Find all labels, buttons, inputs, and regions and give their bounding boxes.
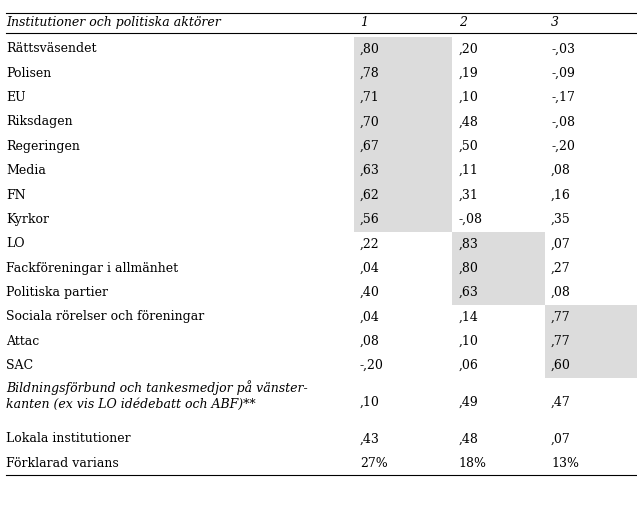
Text: ,48: ,48 (459, 432, 478, 446)
Text: ,08: ,08 (551, 164, 571, 177)
Text: Polisen: Polisen (6, 67, 52, 80)
Text: ,80: ,80 (459, 262, 478, 275)
Text: ,77: ,77 (551, 310, 571, 324)
Text: ,83: ,83 (459, 237, 478, 250)
Text: ,11: ,11 (459, 164, 478, 177)
Text: 3: 3 (551, 16, 559, 29)
Bar (354, 110, 452, 134)
Text: FN: FN (6, 188, 26, 202)
Text: Riksdagen: Riksdagen (6, 115, 73, 129)
Text: EU: EU (6, 91, 26, 104)
Text: 13%: 13% (551, 457, 579, 470)
Text: Kyrkor: Kyrkor (6, 213, 50, 226)
Text: Förklarad varians: Förklarad varians (6, 457, 119, 470)
Text: -,20: -,20 (551, 140, 575, 153)
Text: Lokala institutioner: Lokala institutioner (6, 432, 131, 446)
Text: 18%: 18% (459, 457, 487, 470)
Bar (354, 183, 452, 207)
Text: Institutioner och politiska aktörer: Institutioner och politiska aktörer (6, 16, 221, 29)
Text: ,62: ,62 (360, 188, 380, 202)
Text: ,35: ,35 (551, 213, 571, 226)
Bar (354, 134, 452, 158)
Text: ,08: ,08 (551, 286, 571, 299)
Bar (354, 207, 452, 232)
Text: Regeringen: Regeringen (6, 140, 80, 153)
Text: ,10: ,10 (459, 91, 478, 104)
Bar (452, 232, 545, 256)
Text: ,40: ,40 (360, 286, 380, 299)
Text: ,47: ,47 (551, 396, 571, 409)
Text: Sociala rörelser och föreningar: Sociala rörelser och föreningar (6, 310, 204, 324)
Text: 1: 1 (360, 16, 368, 29)
Text: 27%: 27% (360, 457, 388, 470)
Text: ,31: ,31 (459, 188, 478, 202)
Text: ,06: ,06 (459, 359, 478, 372)
Text: ,14: ,14 (459, 310, 478, 324)
Bar (545, 354, 637, 378)
Text: Fackföreningar i allmänhet: Fackföreningar i allmänhet (6, 262, 178, 275)
Text: -,20: -,20 (360, 359, 383, 372)
Text: 2: 2 (459, 16, 467, 29)
Text: Attac: Attac (6, 335, 39, 348)
Text: ,67: ,67 (360, 140, 380, 153)
Text: ,27: ,27 (551, 262, 571, 275)
Text: ,71: ,71 (360, 91, 380, 104)
Text: -,03: -,03 (551, 42, 575, 55)
Text: ,78: ,78 (360, 67, 380, 80)
Text: ,07: ,07 (551, 237, 571, 250)
Text: ,04: ,04 (360, 310, 380, 324)
Bar (452, 256, 545, 280)
Text: Politiska partier: Politiska partier (6, 286, 108, 299)
Text: ,49: ,49 (459, 396, 478, 409)
Text: ,70: ,70 (360, 115, 380, 129)
Text: ,19: ,19 (459, 67, 478, 80)
Text: -,08: -,08 (459, 213, 483, 226)
Bar (545, 329, 637, 354)
Text: ,50: ,50 (459, 140, 478, 153)
Bar (452, 280, 545, 305)
Text: ,43: ,43 (360, 432, 380, 446)
Text: Rättsväsendet: Rättsväsendet (6, 42, 97, 55)
Text: ,56: ,56 (360, 213, 380, 226)
Text: ,04: ,04 (360, 262, 380, 275)
Text: ,20: ,20 (459, 42, 478, 55)
Text: -,09: -,09 (551, 67, 575, 80)
Bar (354, 37, 452, 61)
Text: -,08: -,08 (551, 115, 575, 129)
Text: ,10: ,10 (459, 335, 478, 348)
Text: ,77: ,77 (551, 335, 571, 348)
Text: ,48: ,48 (459, 115, 478, 129)
Text: ,08: ,08 (360, 335, 380, 348)
Text: ,60: ,60 (551, 359, 571, 372)
Text: ,63: ,63 (459, 286, 478, 299)
Text: ,22: ,22 (360, 237, 380, 250)
Bar (545, 305, 637, 329)
Text: LO: LO (6, 237, 25, 250)
Bar (354, 85, 452, 110)
Text: Bildningsförbund och tankesmedjor på vänster-
kanten (ex vis LO idédebatt och AB: Bildningsförbund och tankesmedjor på vän… (6, 380, 308, 411)
Text: ,16: ,16 (551, 188, 571, 202)
Text: SAC: SAC (6, 359, 34, 372)
Text: -,17: -,17 (551, 91, 575, 104)
Bar (354, 61, 452, 85)
Text: ,07: ,07 (551, 432, 571, 446)
Text: ,10: ,10 (360, 396, 380, 409)
Text: Media: Media (6, 164, 47, 177)
Text: ,80: ,80 (360, 42, 380, 55)
Text: ,63: ,63 (360, 164, 380, 177)
Bar (354, 158, 452, 183)
